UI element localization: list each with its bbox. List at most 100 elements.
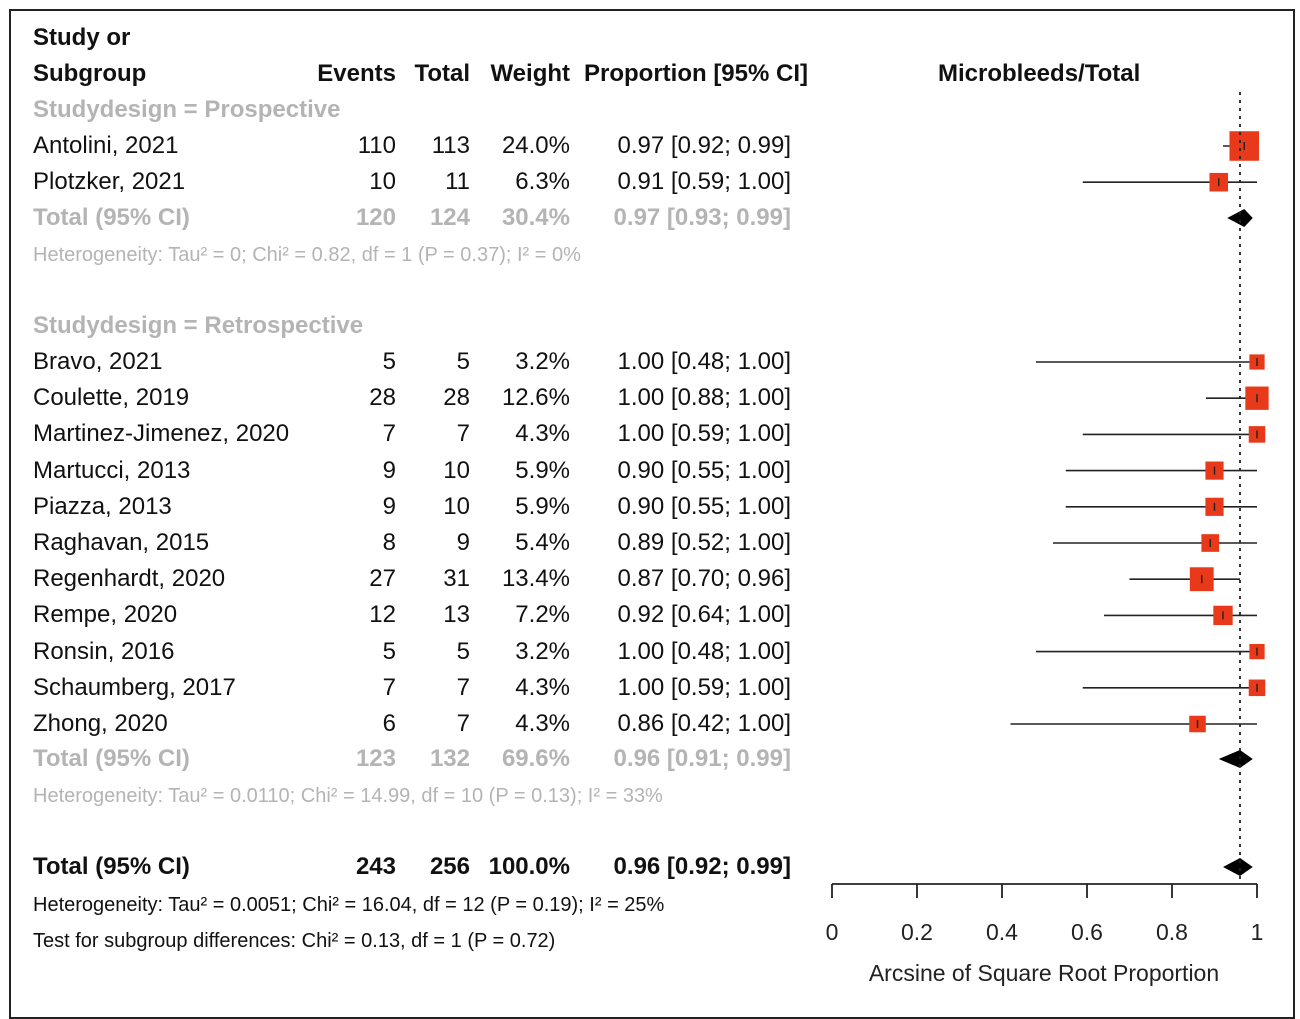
study-ci: 1.00 [0.48; 1.00] <box>617 637 791 665</box>
study-name: Martucci, 2013 <box>33 456 191 484</box>
study-ci: 0.90 [0.55; 1.00] <box>617 456 791 484</box>
study-weight: 12.6% <box>501 384 570 412</box>
subgroup-total-label: Total (95% CI) <box>33 745 190 772</box>
study-weight: 13.4% <box>501 565 570 593</box>
study-total: 7 <box>456 420 470 448</box>
x-axis-label: Arcsine of Square Root Proportion <box>869 960 1219 986</box>
subgroup-total-label: Total (95% CI) <box>33 204 190 231</box>
study-events: 9 <box>382 456 396 484</box>
overall-weight: 100.0% <box>488 853 570 880</box>
subgroup-label: Studydesign = Retrospective <box>33 312 364 339</box>
subgroup-total-events: 120 <box>355 204 396 231</box>
subgroup-heterogeneity: Heterogeneity: Tau² = 0.0110; Chi² = 14.… <box>33 785 663 807</box>
study-name: Martinez-Jimenez, 2020 <box>33 420 290 448</box>
study-total: 7 <box>456 673 470 701</box>
study-total: 5 <box>456 637 470 665</box>
study-name: Ronsin, 2016 <box>33 637 175 665</box>
header-events: Events <box>317 60 396 87</box>
study-name: Raghavan, 2015 <box>33 529 210 556</box>
subgroup-total-events: 123 <box>355 745 396 772</box>
header-weight: Weight <box>490 60 570 87</box>
study-weight: 4.3% <box>515 710 570 737</box>
x-tick-label: 1 <box>1251 919 1264 945</box>
overall-diamond <box>1223 858 1253 876</box>
study-events: 9 <box>382 492 396 520</box>
x-tick-label: 0 <box>826 919 839 945</box>
study-total: 13 <box>443 601 470 629</box>
study-events: 8 <box>382 529 396 556</box>
study-weight: 4.3% <box>515 420 570 448</box>
study-ci: 0.87 [0.70; 0.96] <box>617 565 791 593</box>
overall-ci: 0.96 [0.92; 0.99] <box>613 853 791 880</box>
study-total: 28 <box>443 384 470 412</box>
x-tick-label: 0.6 <box>1071 919 1103 945</box>
header-study: Study or <box>33 24 131 51</box>
study-name: Plotzker, 2021 <box>33 168 186 196</box>
study-total: 11 <box>445 168 470 196</box>
study-events: 12 <box>369 601 396 629</box>
subgroup-diamond <box>1218 750 1253 768</box>
header-total: Total <box>414 60 470 87</box>
study-name: Coulette, 2019 <box>33 384 190 412</box>
plot-title: Microbleeds/Total <box>938 60 1141 87</box>
study-events: 5 <box>382 348 396 375</box>
study-weight: 24.0% <box>501 132 570 159</box>
subgroup-total-total: 132 <box>429 745 470 772</box>
study-events: 5 <box>382 637 396 665</box>
study-total: 113 <box>431 132 470 159</box>
study-ci: 1.00 [0.59; 1.00] <box>617 673 791 701</box>
study-weight: 4.3% <box>515 673 570 701</box>
study-total: 10 <box>443 456 470 484</box>
x-tick-label: 0.2 <box>901 919 933 945</box>
subgroup-label: Studydesign = Prospective <box>33 96 341 123</box>
subgroup-diamond <box>1227 209 1253 227</box>
study-total: 5 <box>456 348 470 375</box>
overall-events: 243 <box>355 853 396 880</box>
study-weight: 7.2% <box>515 601 570 629</box>
study-name: Rempe, 2020 <box>33 601 178 629</box>
header-subgroup: Subgroup <box>33 60 147 87</box>
study-weight: 5.9% <box>515 492 570 520</box>
subgroup-total-weight: 30.4% <box>501 204 570 231</box>
study-total: 9 <box>456 529 470 556</box>
study-total: 7 <box>456 710 470 737</box>
x-tick-label: 0.4 <box>986 919 1018 945</box>
overall-heterogeneity: Heterogeneity: Tau² = 0.0051; Chi² = 16.… <box>33 894 665 916</box>
study-weight: 3.2% <box>515 348 570 375</box>
study-events: 6 <box>382 710 396 737</box>
study-weight: 6.3% <box>515 168 570 196</box>
subgroup-heterogeneity: Heterogeneity: Tau² = 0; Chi² = 0.82, df… <box>33 244 581 266</box>
study-ci: 0.86 [0.42; 1.00] <box>617 710 791 737</box>
study-name: Piazza, 2013 <box>33 492 172 520</box>
study-name: Zhong, 2020 <box>33 710 168 737</box>
study-events: 7 <box>382 420 396 448</box>
study-ci: 1.00 [0.88; 1.00] <box>617 384 791 412</box>
subgroup-total-total: 124 <box>429 204 470 231</box>
subgroup-total-ci: 0.96 [0.91; 0.99] <box>613 745 791 772</box>
study-ci: 1.00 [0.48; 1.00] <box>617 348 791 375</box>
study-ci: 0.92 [0.64; 1.00] <box>617 601 791 629</box>
header-proportion: Proportion [95% CI] <box>584 60 809 87</box>
study-ci: 1.00 [0.59; 1.00] <box>617 420 791 448</box>
study-weight: 5.9% <box>515 456 570 484</box>
study-name: Antolini, 2021 <box>33 132 179 159</box>
overall-total: 256 <box>429 853 470 880</box>
study-ci: 0.90 [0.55; 1.00] <box>617 492 791 520</box>
study-events: 10 <box>369 168 396 196</box>
subgroup-total-ci: 0.97 [0.93; 0.99] <box>613 204 791 231</box>
study-name: Regenhardt, 2020 <box>33 565 226 593</box>
study-weight: 3.2% <box>515 637 570 665</box>
study-total: 31 <box>443 565 470 593</box>
study-ci: 0.89 [0.52; 1.00] <box>617 529 791 556</box>
x-tick-label: 0.8 <box>1156 919 1188 945</box>
study-events: 28 <box>369 384 396 412</box>
subgroup-test: Test for subgroup differences: Chi² = 0.… <box>33 930 556 952</box>
study-ci: 0.97 [0.92; 0.99] <box>617 132 791 159</box>
study-events: 7 <box>382 673 396 701</box>
study-events: 27 <box>369 565 396 593</box>
subgroup-total-weight: 69.6% <box>501 745 570 772</box>
study-ci: 0.91 [0.59; 1.00] <box>617 168 791 196</box>
overall-total-label: Total (95% CI) <box>33 853 190 880</box>
